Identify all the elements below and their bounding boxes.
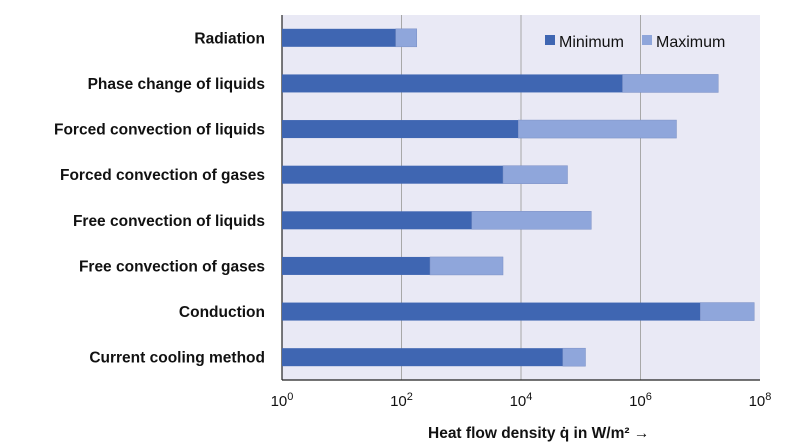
category-label: Free convection of liquids bbox=[73, 213, 265, 230]
x-tick-label: 108 bbox=[749, 391, 772, 410]
x-tick-label: 106 bbox=[629, 391, 652, 410]
bar-minimum bbox=[282, 302, 701, 321]
bar-maximum bbox=[395, 28, 418, 48]
bar-minimum bbox=[282, 28, 396, 47]
bar-minimum bbox=[282, 74, 623, 93]
bar-minimum bbox=[282, 211, 472, 230]
category-label: Radiation bbox=[194, 30, 265, 47]
bar-maximum bbox=[562, 347, 586, 367]
bar-minimum bbox=[282, 165, 504, 184]
x-axis-label: Heat flow density q̇ in W/m² → bbox=[428, 425, 649, 442]
bar-maximum bbox=[700, 302, 755, 321]
bar-maximum bbox=[502, 165, 568, 184]
bar-maximum bbox=[518, 119, 677, 139]
category-label: Current cooling method bbox=[89, 350, 265, 367]
bar-minimum bbox=[282, 120, 519, 139]
bar-maximum bbox=[429, 256, 504, 276]
legend-label: Maximum bbox=[656, 34, 725, 51]
category-label: Free convection of gases bbox=[79, 258, 265, 275]
bar-minimum bbox=[282, 256, 431, 275]
category-label: Phase change of liquids bbox=[88, 76, 265, 93]
bar-series bbox=[282, 28, 755, 367]
x-tick-label: 100 bbox=[271, 391, 294, 410]
bar-minimum bbox=[282, 348, 563, 367]
legend-swatch bbox=[642, 35, 652, 45]
x-tick-labels: 100 102 104 106 108 bbox=[271, 391, 772, 410]
legend: Minimum Maximum bbox=[545, 34, 725, 51]
category-label: Forced convection of liquids bbox=[54, 122, 265, 139]
x-tick-label: 102 bbox=[390, 391, 413, 410]
legend-swatch bbox=[545, 35, 555, 45]
bar-maximum bbox=[622, 74, 719, 93]
legend-label: Minimum bbox=[559, 34, 624, 51]
category-labels: Radiation Phase change of liquids Forced c… bbox=[54, 30, 265, 366]
bar-maximum bbox=[471, 211, 592, 230]
category-label: Forced convection of gases bbox=[60, 167, 265, 184]
category-label: Conduction bbox=[179, 304, 265, 321]
x-tick-label: 104 bbox=[510, 391, 533, 410]
